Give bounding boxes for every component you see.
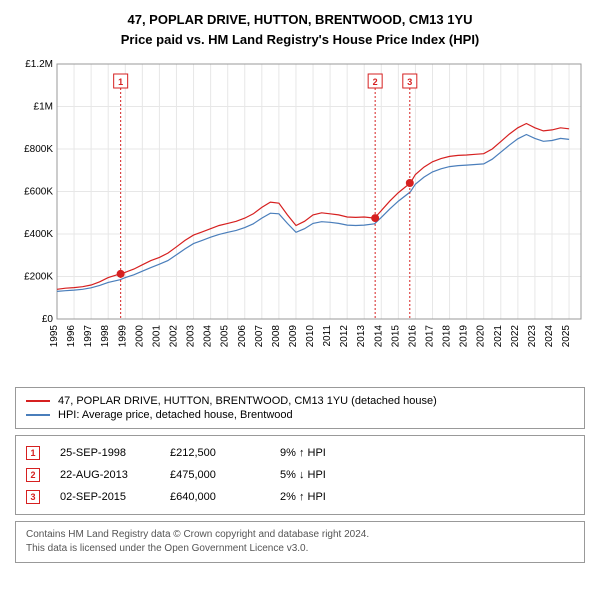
y-tick-label: £200K: [24, 272, 53, 283]
x-tick-label: 2005: [220, 325, 231, 348]
legend-label: HPI: Average price, detached house, Bren…: [58, 409, 293, 421]
y-tick-label: £1.2M: [25, 59, 53, 70]
event-point: [371, 214, 379, 222]
event-row: 3 02-SEP-2015 £640,000 2% ↑ HPI: [26, 486, 574, 508]
y-tick-label: £1M: [34, 102, 53, 113]
event-marker-number: 2: [373, 77, 378, 87]
x-tick-label: 2001: [151, 325, 162, 348]
y-tick-label: £600K: [24, 187, 53, 198]
x-tick-label: 2018: [442, 325, 453, 348]
legend-box: 47, POPLAR DRIVE, HUTTON, BRENTWOOD, CM1…: [15, 387, 585, 429]
x-tick-label: 2020: [476, 325, 487, 348]
x-tick-label: 2016: [407, 325, 418, 348]
y-tick-label: £0: [42, 314, 54, 325]
x-tick-label: 1995: [49, 325, 60, 348]
attribution-line-2: This data is licensed under the Open Gov…: [26, 542, 574, 556]
x-tick-label: 2014: [373, 325, 384, 348]
y-tick-label: £800K: [24, 144, 53, 155]
event-row-date: 02-SEP-2015: [60, 491, 150, 503]
x-tick-label: 2019: [459, 325, 470, 348]
attribution-box: Contains HM Land Registry data © Crown c…: [15, 521, 585, 563]
event-row-price: £640,000: [170, 491, 260, 503]
event-marker-number: 3: [407, 77, 412, 87]
x-tick-label: 2007: [254, 325, 265, 348]
x-tick-label: 2013: [356, 325, 367, 348]
x-tick-label: 2002: [168, 325, 179, 348]
x-tick-label: 1999: [117, 325, 128, 348]
legend-row: HPI: Average price, detached house, Bren…: [26, 408, 574, 422]
event-row: 2 22-AUG-2013 £475,000 5% ↓ HPI: [26, 464, 574, 486]
x-tick-label: 2017: [425, 325, 436, 348]
legend-label: 47, POPLAR DRIVE, HUTTON, BRENTWOOD, CM1…: [58, 395, 437, 407]
x-tick-label: 2024: [544, 325, 555, 348]
legend-swatch: [26, 400, 50, 402]
x-tick-label: 2008: [271, 325, 282, 348]
legend-row: 47, POPLAR DRIVE, HUTTON, BRENTWOOD, CM1…: [26, 394, 574, 408]
x-tick-label: 2009: [288, 325, 299, 348]
event-row-date: 22-AUG-2013: [60, 469, 150, 481]
title-block: 47, POPLAR DRIVE, HUTTON, BRENTWOOD, CM1…: [15, 10, 585, 49]
x-tick-label: 2011: [322, 325, 333, 347]
x-tick-label: 2004: [203, 325, 214, 348]
event-row-marker: 2: [26, 468, 40, 482]
x-tick-label: 1996: [66, 325, 77, 348]
x-tick-label: 2022: [510, 325, 521, 348]
x-tick-label: 2006: [237, 325, 248, 348]
event-row-hpi: 2% ↑ HPI: [280, 491, 326, 503]
title-line-2: Price paid vs. HM Land Registry's House …: [15, 30, 585, 50]
event-row-date: 25-SEP-1998: [60, 447, 150, 459]
x-tick-label: 2010: [305, 325, 316, 348]
x-tick-label: 2021: [493, 325, 504, 348]
line-chart: £0 £200K £400K £600K £800K £1M £1.2M 1995 1996 19…: [15, 59, 585, 379]
event-point: [406, 179, 414, 187]
events-box: 1 25-SEP-1998 £212,500 9% ↑ HPI 2 22-AUG-2013…: [15, 435, 585, 515]
x-tick-label: 2025: [561, 325, 572, 348]
x-tick-label: 2015: [390, 325, 401, 348]
event-row-price: £475,000: [170, 469, 260, 481]
event-marker-number: 1: [118, 77, 123, 87]
x-tick-label: 2023: [527, 325, 538, 348]
event-point: [117, 270, 125, 278]
x-tick-label: 2003: [186, 325, 197, 348]
event-row-hpi: 9% ↑ HPI: [280, 447, 326, 459]
chart-container: 47, POPLAR DRIVE, HUTTON, BRENTWOOD, CM1…: [0, 0, 600, 573]
x-tick-label: 2012: [339, 325, 350, 348]
x-tick-label: 1997: [83, 325, 94, 348]
x-tick-label: 1998: [100, 325, 111, 348]
event-row-marker: 3: [26, 490, 40, 504]
x-tick-label: 2000: [134, 325, 145, 348]
event-row-marker: 1: [26, 446, 40, 460]
y-tick-label: £400K: [24, 229, 53, 240]
event-row-price: £212,500: [170, 447, 260, 459]
attribution-line-1: Contains HM Land Registry data © Crown c…: [26, 528, 574, 542]
event-row-hpi: 5% ↓ HPI: [280, 469, 326, 481]
event-row: 1 25-SEP-1998 £212,500 9% ↑ HPI: [26, 442, 574, 464]
title-line-1: 47, POPLAR DRIVE, HUTTON, BRENTWOOD, CM1…: [15, 10, 585, 30]
legend-swatch: [26, 414, 50, 416]
